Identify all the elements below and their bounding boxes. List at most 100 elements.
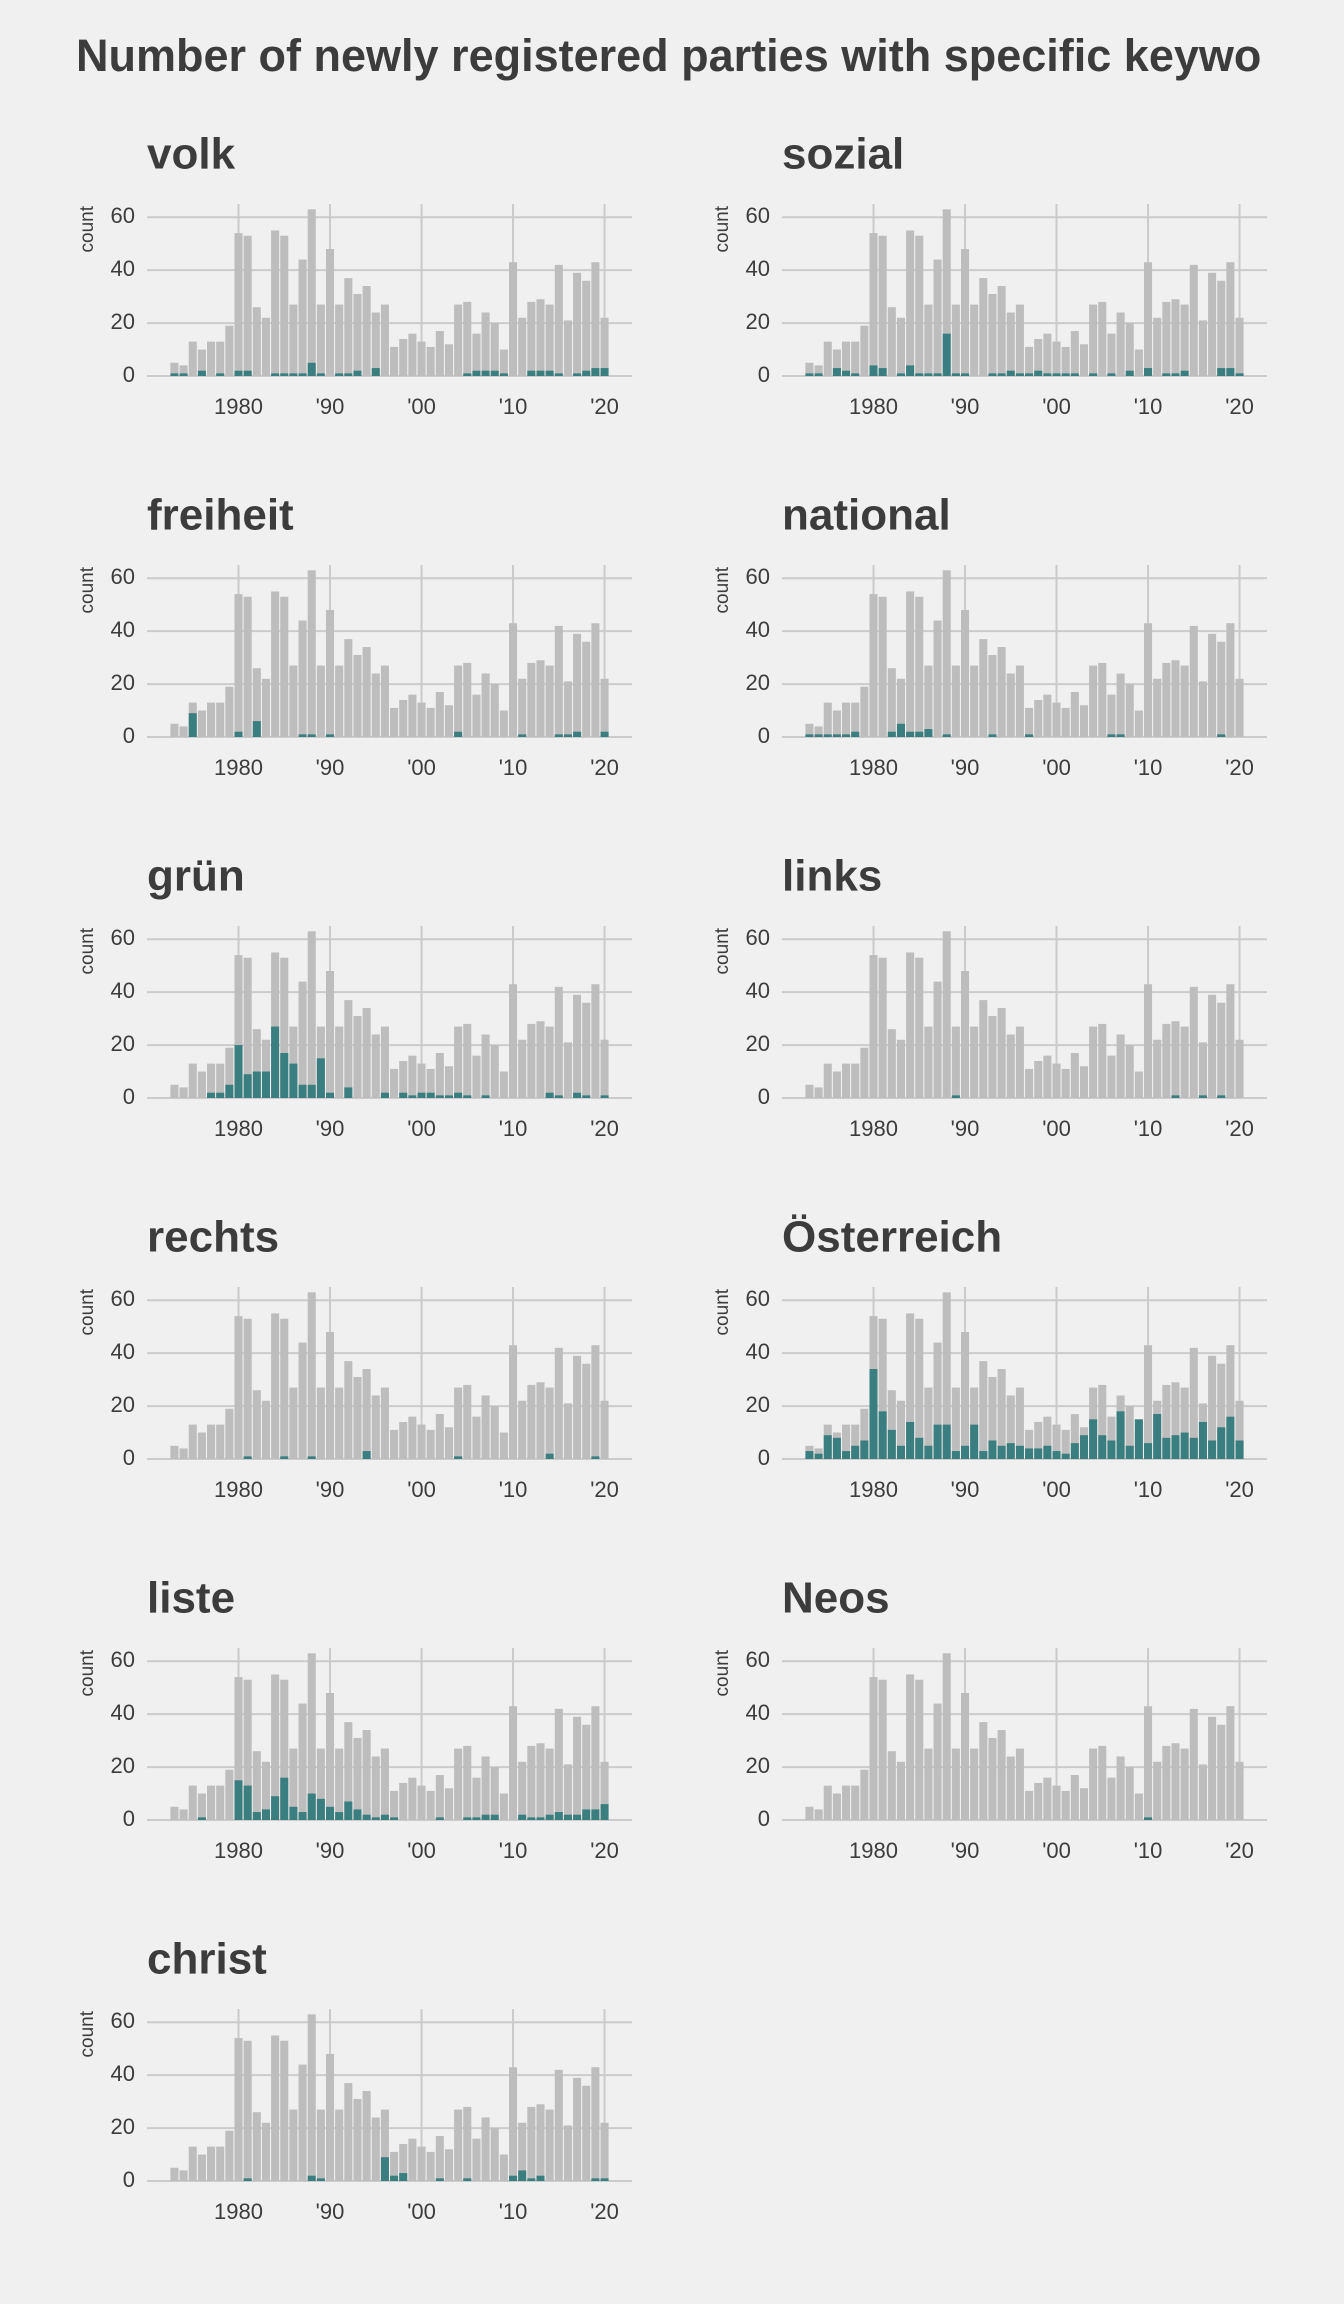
bar xyxy=(216,1785,225,1820)
bar xyxy=(600,1761,609,1820)
x-tick-label: 1980 xyxy=(214,1477,263,1502)
bar xyxy=(490,323,499,376)
bar xyxy=(896,1445,905,1459)
panel-title: Neos xyxy=(782,1574,890,1623)
bar xyxy=(316,373,325,376)
bar xyxy=(1079,344,1089,376)
bar xyxy=(878,957,887,1098)
x-tick-label: 1980 xyxy=(214,2199,263,2224)
bar xyxy=(1052,1451,1061,1459)
bar xyxy=(906,1421,915,1459)
bar xyxy=(1061,1790,1070,1820)
bar xyxy=(335,373,344,376)
x-tick-label: 1980 xyxy=(214,1116,263,1141)
bar xyxy=(472,1777,481,1820)
bar xyxy=(951,304,960,376)
bar xyxy=(207,1063,216,1098)
bar xyxy=(390,2151,399,2181)
bar xyxy=(1171,373,1180,376)
bar xyxy=(289,304,298,376)
bar xyxy=(271,952,280,1098)
bar xyxy=(243,2178,252,2181)
bar xyxy=(554,625,563,737)
bar xyxy=(1034,1782,1043,1820)
bar xyxy=(1015,373,1024,376)
bar xyxy=(481,2117,490,2181)
x-tick-label: '00 xyxy=(407,2199,436,2224)
bar xyxy=(280,1053,289,1098)
bar xyxy=(1171,299,1180,376)
bar xyxy=(234,1677,243,1820)
bar xyxy=(380,2157,389,2181)
bar xyxy=(915,1318,924,1459)
bar xyxy=(335,2109,344,2181)
bar xyxy=(536,660,545,737)
bar xyxy=(832,710,841,737)
y-tick-label: 40 xyxy=(111,1339,135,1364)
bar xyxy=(490,370,499,376)
bar xyxy=(380,1814,389,1820)
bar xyxy=(1235,1400,1244,1459)
bar xyxy=(988,654,997,737)
x-tick-label: '10 xyxy=(1134,1116,1163,1141)
bar xyxy=(325,1806,335,1820)
bar xyxy=(1153,1761,1162,1820)
bar xyxy=(1043,373,1052,376)
bar xyxy=(554,1347,563,1459)
bar xyxy=(1070,331,1079,376)
bar xyxy=(1208,272,1217,376)
bar xyxy=(582,641,591,737)
bar xyxy=(1125,684,1134,737)
bar xyxy=(545,1453,554,1459)
x-tick-label: '00 xyxy=(407,1116,436,1141)
bar xyxy=(499,1793,508,1820)
bar xyxy=(887,1390,896,1459)
bar xyxy=(988,1440,997,1459)
bar xyxy=(1061,1068,1070,1098)
bar xyxy=(243,1318,252,1459)
bar xyxy=(582,1724,591,1820)
bar xyxy=(380,665,389,737)
bar xyxy=(942,734,951,737)
bar xyxy=(573,1092,582,1098)
x-tick-label: '20 xyxy=(590,394,619,419)
bar xyxy=(316,1798,325,1820)
y-tick-label: 40 xyxy=(111,617,135,642)
bar xyxy=(518,734,527,737)
x-tick-label: 1980 xyxy=(849,1838,898,1863)
bar xyxy=(499,373,508,376)
y-tick-label: 20 xyxy=(746,1753,770,1778)
bar xyxy=(362,1008,371,1098)
bar xyxy=(463,2178,472,2181)
bar xyxy=(490,2128,499,2181)
x-tick-label: '00 xyxy=(407,755,436,780)
bar xyxy=(463,1023,472,1098)
bar xyxy=(1006,1756,1015,1820)
bar xyxy=(252,1751,261,1820)
bar xyxy=(1180,304,1189,376)
bar xyxy=(805,723,814,737)
bar xyxy=(915,1437,924,1459)
bar xyxy=(399,699,408,737)
bar xyxy=(1052,341,1061,376)
bar xyxy=(1098,1023,1107,1098)
bar xyxy=(1034,370,1043,376)
bar xyxy=(600,368,609,376)
bar xyxy=(869,365,878,376)
bar xyxy=(1034,699,1043,737)
bar xyxy=(915,235,924,376)
bar xyxy=(1025,373,1034,376)
bar xyxy=(197,349,206,376)
bar xyxy=(1107,1055,1116,1098)
bar xyxy=(1052,1063,1061,1098)
y-tick-label: 0 xyxy=(123,1445,135,1470)
bar xyxy=(906,1674,915,1820)
bar xyxy=(860,325,869,376)
bar xyxy=(1070,1053,1079,1098)
y-tick-label: 0 xyxy=(123,723,135,748)
y-tick-label: 0 xyxy=(758,1445,770,1470)
x-tick-label: '20 xyxy=(590,1838,619,1863)
bar xyxy=(988,1015,997,1098)
bar xyxy=(1079,1066,1089,1098)
bar xyxy=(1052,702,1061,737)
